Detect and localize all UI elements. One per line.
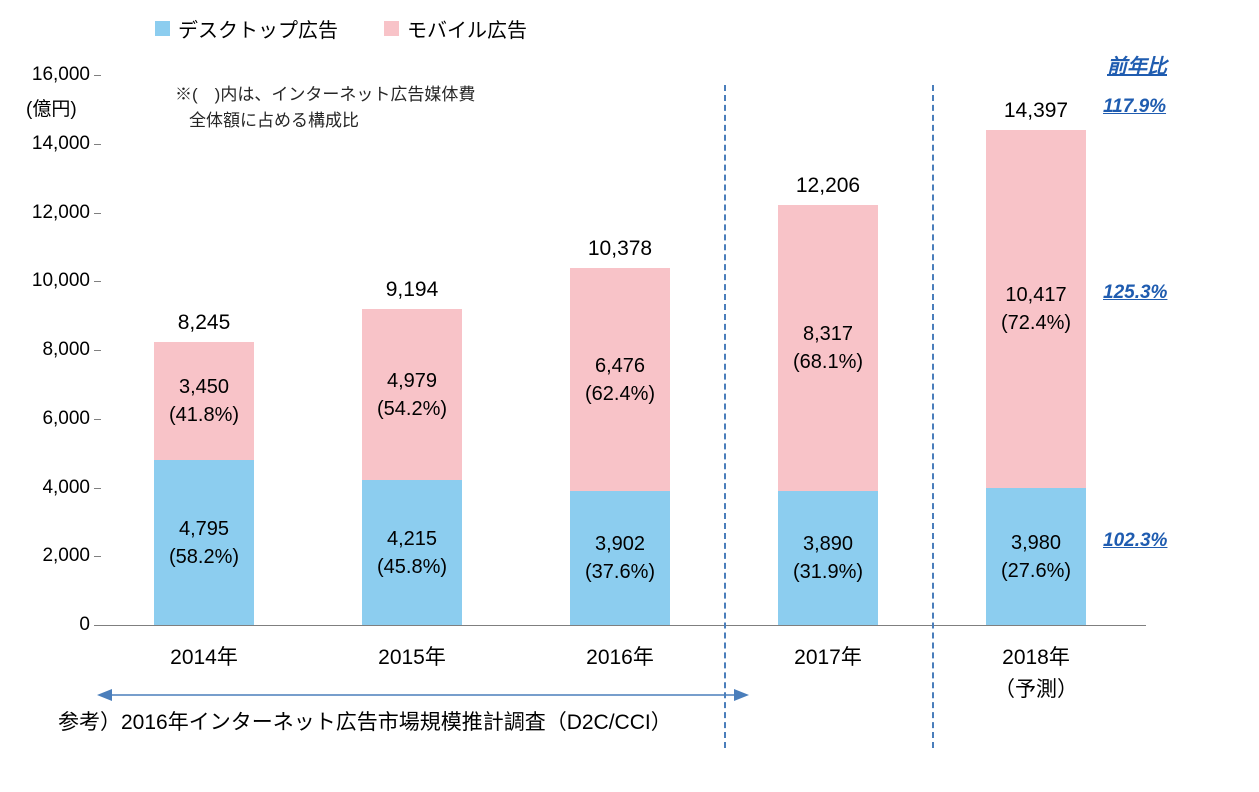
bar-segment-desktop: 3,890 (31.9%) — [778, 491, 878, 625]
y-tick-label: 16,000 — [31, 64, 90, 85]
bar-segment-desktop: 4,215 (45.8%) — [362, 480, 462, 625]
y-tick-label: 0 — [79, 614, 90, 635]
bar-segment-desktop: 3,902 (37.6%) — [570, 490, 670, 625]
yoy-header-label: 前年比 — [1107, 56, 1167, 78]
y-tick-mark — [94, 212, 101, 214]
desktop-share-label: (31.9%) — [792, 561, 864, 584]
y-tick-mark — [94, 281, 101, 283]
legend-swatch-mobile — [384, 21, 399, 36]
yoy-total: 117.9% — [1103, 96, 1167, 118]
y-tick-label: 4,000 — [42, 476, 90, 498]
mobile-value-label: 10,417 — [1005, 284, 1067, 307]
legend-swatch-desktop — [155, 21, 170, 36]
bar-total-label: 9,194 — [385, 277, 439, 301]
chart-note-line1: ※( )内は、インターネット広告媒体費 — [175, 85, 476, 104]
bar-segment-mobile: 8,317 (68.1%) — [778, 205, 878, 492]
mobile-value-label: 6,476 — [594, 354, 646, 377]
y-tick-label: 8,000 — [42, 339, 90, 360]
bar-stack: 4,979 (54.2%) 4,215 (45.8%) — [362, 308, 462, 625]
bar-stack: 6,476 (62.4%) 3,902 (37.6%) — [570, 268, 670, 625]
desktop-value-label: 3,980 — [1010, 531, 1062, 554]
desktop-share-label: (45.8%) — [376, 555, 448, 578]
y-tick-label: 14,000 — [31, 132, 90, 154]
desktop-value-label: 3,890 — [802, 533, 854, 556]
bar-total-label: 8,245 — [177, 310, 231, 334]
mobile-share-label: (54.2%) — [376, 397, 448, 420]
bar-segment-mobile: 10,417 (72.4%) — [986, 130, 1086, 489]
legend-label-mobile: モバイル広告 — [407, 20, 527, 42]
y-tick-label: 2,000 — [42, 545, 90, 567]
legend-item-mobile: モバイル広告 — [384, 14, 527, 43]
desktop-value-label: 4,215 — [386, 527, 438, 550]
x-axis-label: 2016年 — [586, 646, 654, 669]
mobile-share-label: (41.8%) — [168, 403, 240, 426]
y-tick-mark — [94, 350, 101, 351]
chart-note-line2: 全体額に占める構成比 — [189, 111, 359, 130]
y-tick-label: 10,000 — [31, 270, 90, 292]
y-tick-label: 6,000 — [42, 407, 90, 429]
x-axis-label: 2015年 — [378, 646, 446, 669]
bar-stack: 3,450 (41.8%) 4,795 (58.2%) — [154, 341, 254, 625]
y-tick-mark — [94, 143, 101, 145]
desktop-share-label: (58.2%) — [168, 545, 240, 568]
bar-total-label: 12,206 — [795, 174, 861, 198]
desktop-share-label: (37.6%) — [584, 560, 656, 583]
source-note: 参考）2016年インターネット広告市場規模推計調査（D2C/CCI） — [58, 711, 672, 734]
mobile-share-label: (62.4%) — [584, 382, 656, 405]
bar-segment-desktop: 3,980 (27.6%) — [986, 488, 1086, 625]
y-tick-mark — [94, 418, 101, 420]
y-tick-mark — [94, 487, 101, 489]
mobile-value-label: 8,317 — [802, 323, 854, 346]
desktop-share-label: (27.6%) — [1000, 559, 1072, 582]
legend-item-desktop: デスクトップ広告 — [155, 14, 338, 43]
desktop-value-label: 4,795 — [178, 517, 230, 540]
y-tick-label: 12,000 — [31, 201, 90, 223]
mobile-value-label: 4,979 — [386, 369, 438, 392]
y-axis-unit-label: (億円) — [26, 99, 77, 120]
x-axis-line — [94, 625, 1146, 626]
mobile-value-label: 3,450 — [178, 375, 230, 398]
bar-segment-mobile: 4,979 (54.2%) — [362, 308, 462, 481]
forecast-divider-line — [932, 85, 934, 748]
bar-segment-desktop: 4,795 (58.2%) — [154, 460, 254, 625]
x-axis-sublabel: （予測） — [994, 678, 1078, 701]
yoy-mobile: 125.3% — [1103, 282, 1168, 304]
yoy-desktop: 102.3% — [1103, 529, 1168, 551]
y-tick-mark — [94, 556, 101, 558]
bar-segment-mobile: 3,450 (41.8%) — [154, 341, 254, 461]
legend: デスクトップ広告 モバイル広告 — [155, 14, 527, 43]
y-tick-mark — [94, 75, 101, 76]
x-axis-label: 2014年 — [170, 646, 238, 669]
bar-stack: 8,317 (68.1%) 3,890 (31.9%) — [778, 205, 878, 625]
mobile-share-label: (72.4%) — [1000, 312, 1072, 335]
chart-note: ※( )内は、インターネット広告媒体費 全体額に占める構成比 — [175, 82, 475, 134]
mobile-share-label: (68.1%) — [792, 351, 864, 374]
bar-stack: 10,417 (72.4%) 3,980 (27.6%) — [986, 130, 1086, 625]
x-axis-label: 2018年 （予測） — [946, 642, 1126, 706]
forecast-divider-line — [724, 85, 726, 748]
legend-label-desktop: デスクトップ広告 — [178, 20, 338, 42]
bar-total-label: 14,397 — [1003, 99, 1069, 123]
range-arrow — [97, 689, 749, 701]
bar-segment-mobile: 6,476 (62.4%) — [570, 268, 670, 491]
x-axis-label: 2017年 — [794, 646, 862, 669]
plot-area: 3,450 (41.8%) 4,795 (58.2%) 8,245 4,979 (54.2%… — [100, 75, 1140, 625]
bar-total-label: 10,378 — [587, 237, 653, 261]
desktop-value-label: 3,902 — [594, 532, 646, 555]
